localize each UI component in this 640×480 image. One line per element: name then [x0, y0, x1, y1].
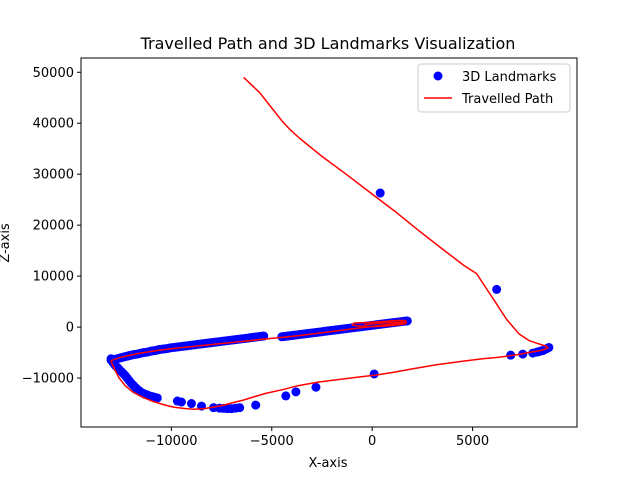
x-axis: −10000 −5000 0 5000 [145, 427, 489, 449]
y-tick-label: 30000 [33, 168, 74, 183]
x-tick-label: −10000 [145, 434, 197, 449]
y-axis: −10000 0 10000 20000 30000 40000 50000 [22, 66, 81, 387]
landmark-point [311, 382, 321, 392]
landmark-point [186, 399, 196, 409]
landmark-point [235, 403, 245, 413]
y-tick-label: 10000 [33, 270, 74, 285]
chart-title: Travelled Path and 3D Landmarks Visualiz… [140, 34, 516, 53]
travelled-path-line [110, 76, 549, 410]
y-tick-label: 40000 [33, 117, 74, 132]
landmark-point [492, 284, 502, 294]
legend-label-path: Travelled Path [461, 92, 553, 107]
plot-frame [80, 57, 578, 428]
landmark-point [176, 397, 186, 407]
landmark-point [281, 391, 291, 401]
x-tick-label: −5000 [250, 434, 294, 449]
y-tick-label: 50000 [33, 66, 74, 81]
landmark-point [291, 387, 301, 397]
legend-marker-landmarks [433, 71, 443, 81]
landmark-point [375, 188, 385, 198]
landmark-point [152, 393, 162, 403]
x-tick-label: 0 [368, 434, 376, 449]
landmark-point [544, 342, 554, 352]
plot-area [106, 76, 554, 414]
legend-box [417, 63, 571, 113]
y-tick-label: −10000 [22, 372, 74, 387]
y-tick-label: 0 [66, 321, 74, 336]
legend-label-landmarks: 3D Landmarks [462, 70, 557, 85]
landmark-point [251, 400, 261, 410]
legend: 3D Landmarks Travelled Path [417, 63, 571, 113]
landmark-point [369, 369, 379, 379]
x-tick-label: 5000 [456, 434, 489, 449]
y-tick-label: 20000 [33, 219, 74, 234]
x-axis-label: X-axis [309, 456, 348, 471]
y-axis-label: Z-axis [0, 223, 13, 263]
